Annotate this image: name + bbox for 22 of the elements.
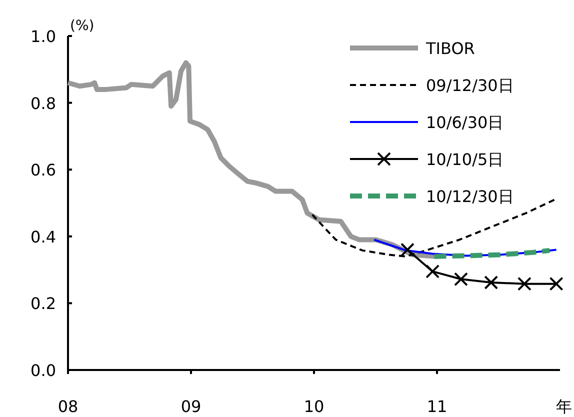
point (484, 275, 498, 290)
y-tick-label: 0.8 (30, 94, 56, 113)
legend-label: 10/10/5日 (426, 150, 504, 169)
y-tick-label: 0.2 (30, 294, 56, 314)
y-axis-title: (%) (70, 18, 94, 34)
x-tick-label: 10 (304, 397, 324, 416)
point (517, 276, 532, 291)
x-axis-title: 年 (556, 397, 572, 416)
y-tick-label: 1.0 (30, 27, 56, 46)
point (454, 272, 468, 286)
legend-label: 09/12/30日 (426, 76, 514, 95)
legend-label: 10/12/30日 (426, 187, 514, 206)
x-tick-label: 09 (180, 397, 202, 416)
x-tick-label: 11 (426, 397, 448, 416)
y-tick-label: 0.0 (30, 361, 56, 380)
y-tick-label: 0.6 (30, 160, 56, 180)
y-tick-label: 0.4 (30, 227, 56, 246)
legend-label: TIBOR (425, 39, 475, 58)
point (549, 276, 564, 291)
point (426, 264, 440, 278)
x-tick-label: 08 (58, 397, 78, 416)
legend-label: 10/6/30日 (426, 113, 504, 132)
